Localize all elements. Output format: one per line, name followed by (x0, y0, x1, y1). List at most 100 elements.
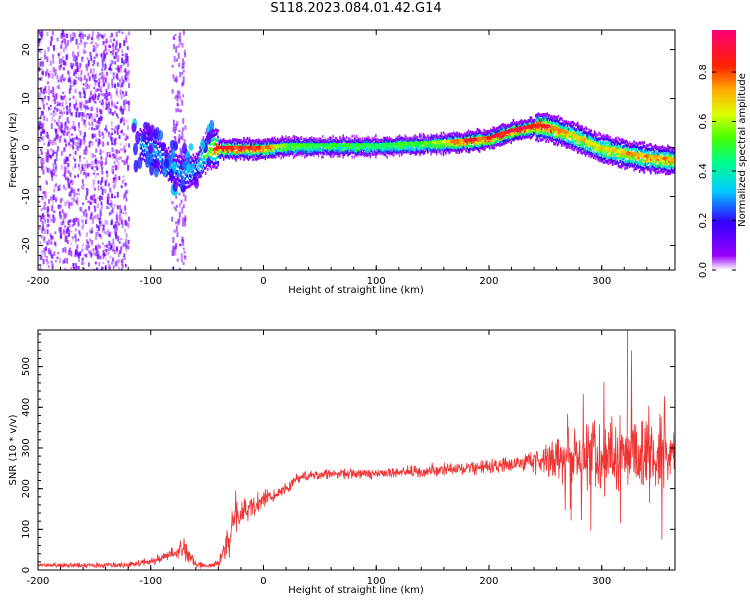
spectrogram-cell (309, 146, 312, 150)
noise-speckle (92, 172, 95, 175)
spectrogram-cell (352, 140, 355, 144)
spectrogram-cell (561, 138, 563, 142)
noise-speckle (95, 138, 98, 143)
noise-speckle (83, 75, 86, 81)
noise-speckle (112, 72, 115, 76)
spectrogram-cell (194, 172, 197, 176)
noise-speckle (99, 86, 102, 92)
spectrogram-cell (544, 126, 546, 129)
noise-speckle (39, 93, 42, 100)
spectrogram-cell (362, 140, 365, 144)
spectrogram-cell (516, 133, 518, 137)
noise-speckle (178, 90, 181, 95)
spectrogram-cell (259, 139, 261, 143)
spectrogram-cell (286, 137, 288, 141)
spectrogram-cell (433, 145, 436, 149)
spectrogram-cell (201, 161, 204, 165)
noise-speckle (173, 77, 176, 82)
noise-speckle (107, 103, 110, 110)
spectrogram-cell (579, 148, 581, 152)
spectrogram-cell (146, 145, 148, 148)
noise-speckle (72, 56, 75, 62)
spectrogram-cell (291, 136, 294, 140)
noise-speckle (100, 161, 103, 167)
spectrogram-cell (230, 140, 233, 144)
noise-speckle (99, 209, 102, 215)
noise-speckle (51, 263, 54, 269)
spectrogram-cell (334, 151, 337, 155)
spectrogram-cell (579, 126, 581, 130)
spectrogram-cell (330, 141, 332, 145)
noise-speckle (78, 137, 81, 140)
noise-speckle (92, 179, 95, 185)
spectrogram-cell (155, 140, 157, 144)
noise-speckle (76, 62, 79, 67)
spectrogram-cell (416, 137, 419, 141)
noise-speckle (72, 120, 75, 127)
noise-speckle (52, 92, 55, 97)
spectrogram-cell (473, 142, 475, 146)
spectrogram-cell (580, 130, 582, 134)
spectrogram-cell (326, 152, 329, 155)
spectrogram-cell (551, 118, 553, 122)
spectrogram-cell (486, 132, 489, 136)
noise-speckle (123, 40, 126, 47)
spectrogram-cell (183, 177, 185, 181)
spectrogram-cell (301, 146, 304, 150)
noise-speckle (63, 130, 66, 137)
noise-speckle (68, 224, 71, 228)
noise-speckle (184, 215, 187, 222)
spectrogram-cell (221, 139, 224, 143)
spectrogram-cell (512, 119, 515, 122)
spectrogram-cell (254, 157, 257, 161)
spectrogram-cell (551, 130, 553, 134)
spectrogram-cell (215, 158, 217, 162)
spectrogram-cell (490, 143, 492, 147)
noise-speckle (94, 208, 97, 213)
noise-speckle (107, 107, 110, 112)
noise-speckle (84, 247, 87, 251)
spectrogram-cell (411, 150, 413, 154)
spectrogram-cell (328, 153, 331, 157)
spectrogram-cell (173, 179, 175, 183)
noise-speckle (69, 187, 72, 192)
spectrogram-cell (368, 151, 370, 154)
spectrogram-cell (277, 137, 279, 141)
spectrogram-cell (343, 153, 346, 157)
spectrogram-cell (438, 147, 440, 151)
spectrogram-cell (208, 146, 210, 150)
spectrogram-cell (415, 139, 418, 143)
spectrogram-cell (202, 155, 205, 159)
noise-speckle (119, 208, 121, 214)
spectrogram-cell (547, 114, 550, 118)
noise-speckle (107, 228, 110, 233)
spectrogram-cell (477, 135, 480, 139)
spectrogram-cell (429, 145, 431, 149)
spectrogram-cell (190, 175, 192, 179)
noise-speckle (88, 141, 91, 147)
spectrogram-cell (349, 140, 351, 144)
noise-speckle (182, 118, 185, 124)
noise-speckle (70, 230, 73, 233)
spectrogram-cell (410, 152, 412, 156)
spectrogram-cell (384, 137, 386, 140)
spectrogram-cell (477, 128, 480, 132)
spectrogram-cell (271, 149, 273, 153)
spectrogram-cell (558, 133, 561, 137)
noise-speckle (178, 95, 181, 100)
noise-speckle (114, 140, 117, 145)
spectrogram-cell (454, 132, 456, 136)
spectrogram-cell (270, 143, 272, 147)
noise-speckle (124, 53, 127, 58)
spectrogram-cell (178, 173, 181, 177)
spectrogram-cell (386, 136, 388, 140)
noise-speckle (121, 76, 124, 81)
spectrogram-cell (306, 150, 308, 154)
spectrogram-cell (296, 138, 298, 142)
spectrogram-cell (461, 134, 464, 138)
spectrogram-cell (335, 136, 338, 140)
spectrogram-cell (535, 132, 537, 136)
noise-speckle (85, 113, 88, 118)
noise-speckle (115, 211, 118, 218)
noise-speckle (76, 197, 79, 203)
